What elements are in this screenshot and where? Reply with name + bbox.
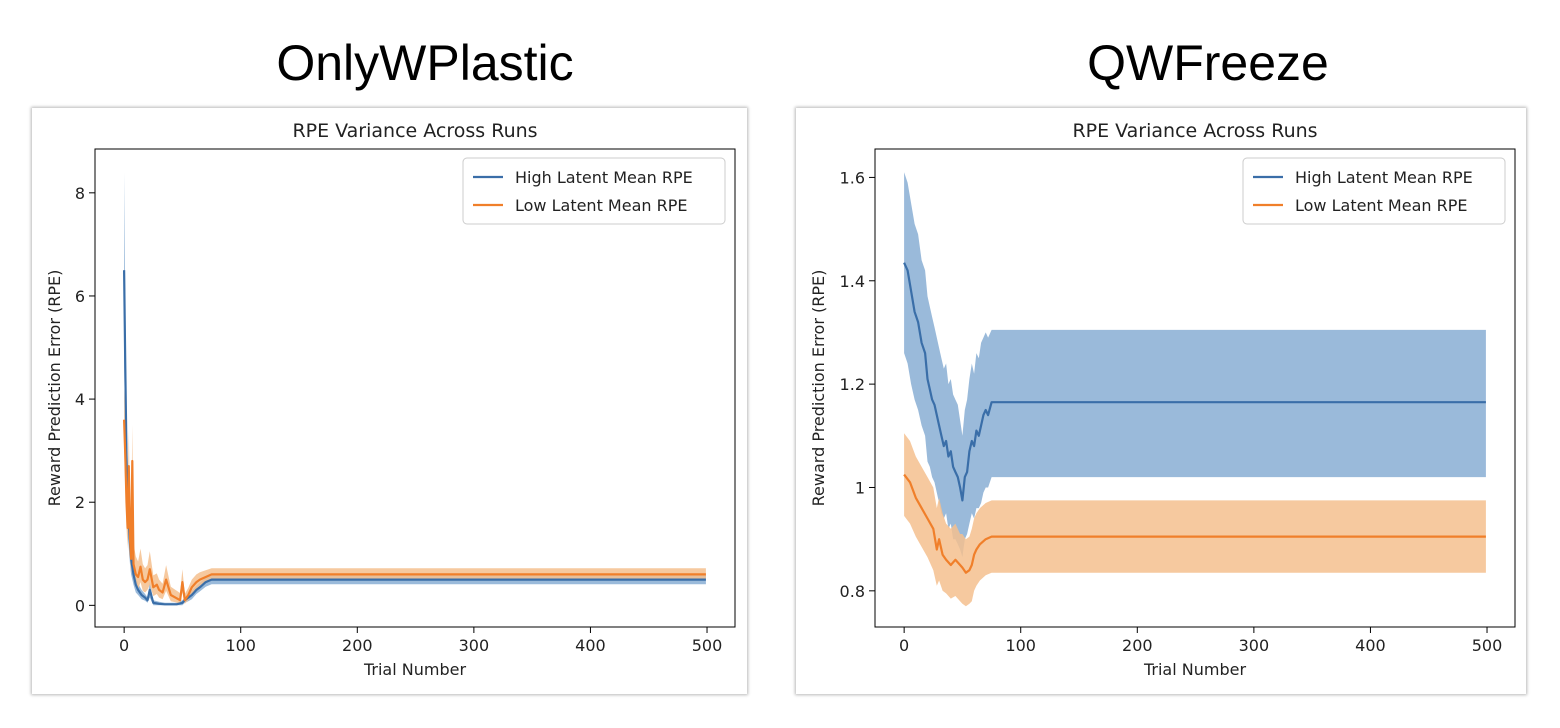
chart-left: RPE Variance Across Runs 0 100 200 300 400 500… <box>45 120 736 679</box>
legend-label-high: High Latent Mean RPE <box>1295 168 1473 187</box>
y-tick-label: 2 <box>75 493 85 512</box>
legend-label-low: Low Latent Mean RPE <box>1295 196 1467 215</box>
y-tick-label: 1.6 <box>840 168 865 187</box>
legend: High Latent Mean RPE Low Latent Mean RPE <box>462 157 726 225</box>
x-tick-label: 300 <box>1239 636 1270 655</box>
chart-title: RPE Variance Across Runs <box>292 120 537 142</box>
y-tick-label: 1.2 <box>840 375 865 394</box>
y-tick-label: 0.8 <box>840 582 865 601</box>
chart-right: RPE Variance Across Runs 0 100 200 300 400 500… <box>809 120 1516 679</box>
series-line-high <box>123 270 706 606</box>
x-tick-label: 100 <box>1005 636 1036 655</box>
band-high <box>124 172 706 606</box>
band-low <box>124 388 706 604</box>
y-tick-label: 8 <box>75 184 85 203</box>
band-low <box>904 433 1486 607</box>
y-tick-label: 0 <box>75 596 85 615</box>
x-tick-label: 200 <box>1122 636 1153 655</box>
chart-panel-right: RPE Variance Across Runs 0 100 200 300 400 500… <box>796 108 1526 694</box>
series-line-low <box>903 473 1486 574</box>
y-axis-label: Reward Prediction Error (RPE) <box>809 270 828 507</box>
chart-title: RPE Variance Across Runs <box>1072 120 1317 142</box>
figure-title-left: OnlyWPlastic <box>276 35 574 91</box>
chart-panel-left: RPE Variance Across Runs 0 100 200 300 400 500… <box>32 108 747 694</box>
legend-label-low: Low Latent Mean RPE <box>515 196 687 215</box>
y-tick-label: 4 <box>75 390 85 409</box>
band-high <box>904 172 1486 558</box>
x-tick-label: 200 <box>342 636 373 655</box>
series-line-low <box>123 419 706 602</box>
x-axis-label: Trial Number <box>363 660 466 679</box>
x-tick-label: 0 <box>899 636 909 655</box>
series-line-high <box>903 262 1486 502</box>
x-tick-label: 0 <box>119 636 129 655</box>
plot-frame <box>94 148 736 628</box>
x-tick-label: 500 <box>692 636 723 655</box>
figure-title-right: QWFreeze <box>1087 35 1329 91</box>
y-tick-label: 1.4 <box>840 272 865 291</box>
x-tick-label: 400 <box>1355 636 1386 655</box>
legend-label-high: High Latent Mean RPE <box>515 168 693 187</box>
legend-box <box>462 157 726 225</box>
plot-frame <box>874 148 1516 628</box>
x-tick-label: 500 <box>1472 636 1503 655</box>
y-axis-label: Reward Prediction Error (RPE) <box>45 270 64 507</box>
y-tick-label: 6 <box>75 287 85 306</box>
x-tick-label: 100 <box>225 636 256 655</box>
y-tick-label: 1 <box>855 478 865 497</box>
x-tick-label: 400 <box>575 636 606 655</box>
x-axis-label: Trial Number <box>1143 660 1246 679</box>
legend-box <box>1242 157 1506 225</box>
legend: High Latent Mean RPE Low Latent Mean RPE <box>1242 157 1506 225</box>
x-tick-label: 300 <box>459 636 490 655</box>
